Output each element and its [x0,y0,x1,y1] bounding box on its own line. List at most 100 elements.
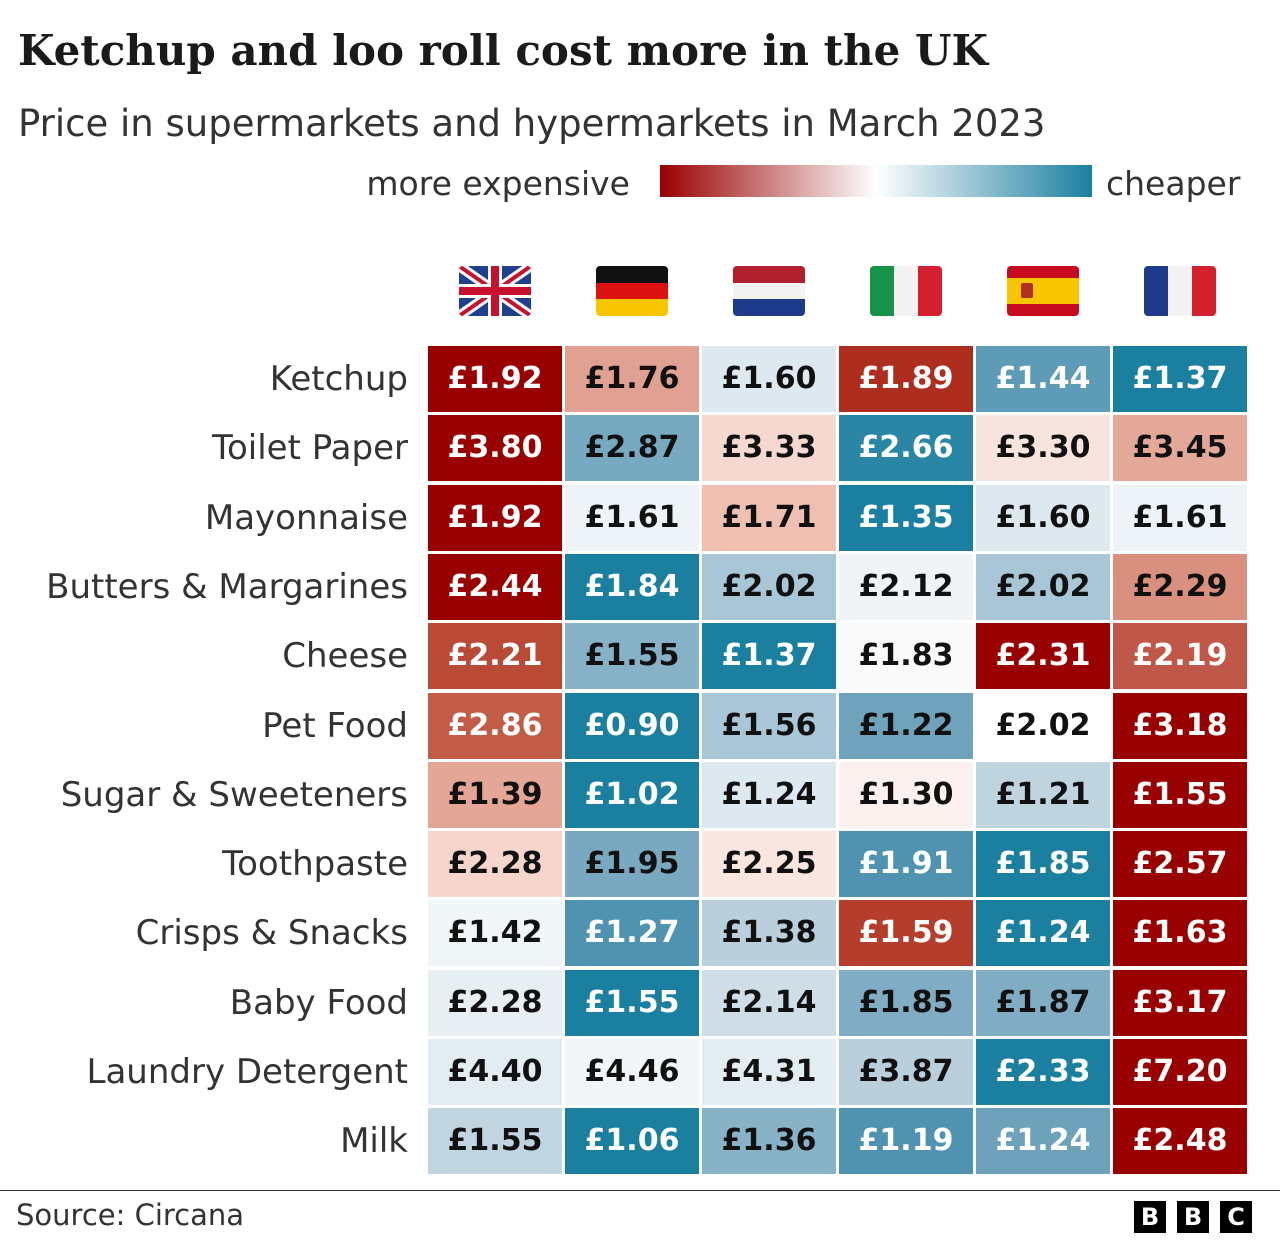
heatmap-cell: £2.48 [1113,1108,1247,1175]
heatmap-cell: £1.19 [839,1108,973,1175]
footer-divider [0,1190,1280,1191]
heatmap-cell: £1.36 [702,1108,836,1175]
flag-spain-icon [1007,266,1079,316]
heatmap-cell: £1.24 [702,761,836,828]
heatmap-cell: £2.19 [1113,623,1247,690]
heatmap-cell: £3.33 [702,415,836,482]
source-note: Source: Circana [16,1198,245,1232]
heatmap-cell: £1.95 [565,831,699,898]
heatmap-cell: £2.12 [839,553,973,620]
heatmap-cell: £2.14 [702,969,836,1036]
heatmap-cell: £1.39 [428,761,562,828]
heatmap-cell: £1.42 [428,900,562,967]
heatmap-cell: £1.85 [839,969,973,1036]
heatmap-cell: £2.02 [976,553,1110,620]
heatmap-cell: £1.83 [839,623,973,690]
heatmap-cell: £1.02 [565,761,699,828]
row-label: Pet Food [262,705,408,746]
heatmap-cell: £2.87 [565,415,699,482]
heatmap-cell: £1.60 [976,484,1110,551]
heatmap-cell: £1.61 [565,484,699,551]
heatmap-cell: £4.40 [428,1039,562,1105]
row-label: Cheese [282,636,408,677]
heatmap-cell: £1.37 [702,623,836,690]
heatmap-cell: £2.86 [428,692,562,759]
flag-netherlands-icon [733,266,805,316]
heatmap-cell: £1.85 [976,831,1110,898]
heatmap-cell: £1.87 [976,969,1110,1036]
heatmap-cell: £3.45 [1113,415,1247,482]
chart-subtitle: Price in supermarkets and hypermarkets i… [18,102,1046,145]
heatmap-cell: £2.21 [428,623,562,690]
flag-uk-icon [456,261,534,321]
heatmap-cell: £2.02 [702,553,836,620]
bbc-logo-c: C [1220,1201,1252,1233]
legend-color-scale [660,165,1092,197]
heatmap-cell: £3.30 [976,415,1110,482]
heatmap-cell: £3.18 [1113,692,1247,759]
flag-germany-icon [596,266,668,316]
heatmap-cell: £1.56 [702,692,836,759]
bbc-logo-b2: B [1177,1201,1209,1233]
heatmap-cell: £1.76 [565,346,699,412]
bbc-logo-b1: B [1134,1201,1166,1233]
heatmap-cell: £1.89 [839,346,973,412]
row-label: Milk [340,1121,408,1162]
heatmap-cell: £1.35 [839,484,973,551]
heatmap-cell: £1.38 [702,900,836,967]
heatmap-cell: £3.17 [1113,969,1247,1036]
heatmap-cell: £1.63 [1113,900,1247,967]
heatmap-cell: £1.27 [565,900,699,967]
heatmap-cell: £1.60 [702,346,836,412]
heatmap-cell: £7.20 [1113,1039,1247,1105]
heatmap-cell: £2.33 [976,1039,1110,1105]
heatmap-cell: £2.29 [1113,553,1247,620]
heatmap-cell: £1.55 [428,1108,562,1175]
row-label: Mayonnaise [204,497,408,538]
flag-italy-icon [870,266,942,316]
heatmap-cell: £1.22 [839,692,973,759]
row-label: Toilet Paper [211,428,408,469]
heatmap-cell: £1.92 [428,346,562,412]
row-label: Baby Food [229,982,408,1023]
heatmap-cell: £1.37 [1113,346,1247,412]
chart-title: Ketchup and loo roll cost more in the UK [18,26,989,75]
heatmap-cell: £1.55 [1113,761,1247,828]
heatmap-cell: £1.55 [565,969,699,1036]
row-label: Toothpaste [222,844,408,885]
heatmap-cell: £1.61 [1113,484,1247,551]
heatmap-cell: £3.87 [839,1039,973,1105]
heatmap-cell: £4.46 [565,1039,699,1105]
heatmap-cell: £1.24 [976,900,1110,967]
heatmap-cell: £1.21 [976,761,1110,828]
row-label: Laundry Detergent [86,1052,408,1092]
row-label: Sugar & Sweeteners [60,774,408,815]
heatmap-cell: £1.44 [976,346,1110,412]
heatmap-cell: £4.31 [702,1039,836,1105]
heatmap-cell: £1.91 [839,831,973,898]
heatmap-cell: £1.92 [428,484,562,551]
heatmap-cell: £1.71 [702,484,836,551]
legend-more-expensive: more expensive [366,164,630,203]
heatmap-cell: £1.84 [565,553,699,620]
heatmap-cell: £1.55 [565,623,699,690]
heatmap-cell: £1.24 [976,1108,1110,1175]
flag-france-icon [1144,266,1216,316]
heatmap-cell: £1.59 [839,900,973,967]
heatmap-cell: £1.30 [839,761,973,828]
row-label: Butters & Margarines [46,566,408,607]
row-label: Crisps & Snacks [135,913,408,954]
heatmap-cell: £2.28 [428,831,562,898]
heatmap-cell: £0.90 [565,692,699,759]
row-label: Ketchup [269,359,408,399]
heatmap-cell: £2.31 [976,623,1110,690]
heatmap-cell: £2.66 [839,415,973,482]
heatmap-cell: £3.80 [428,415,562,482]
heatmap-cell: £2.57 [1113,831,1247,898]
heatmap-cell: £2.25 [702,831,836,898]
heatmap-cell: £2.44 [428,553,562,620]
heatmap-cell: £2.02 [976,692,1110,759]
heatmap-cell: £2.28 [428,969,562,1036]
heatmap-cell: £1.06 [565,1108,699,1175]
